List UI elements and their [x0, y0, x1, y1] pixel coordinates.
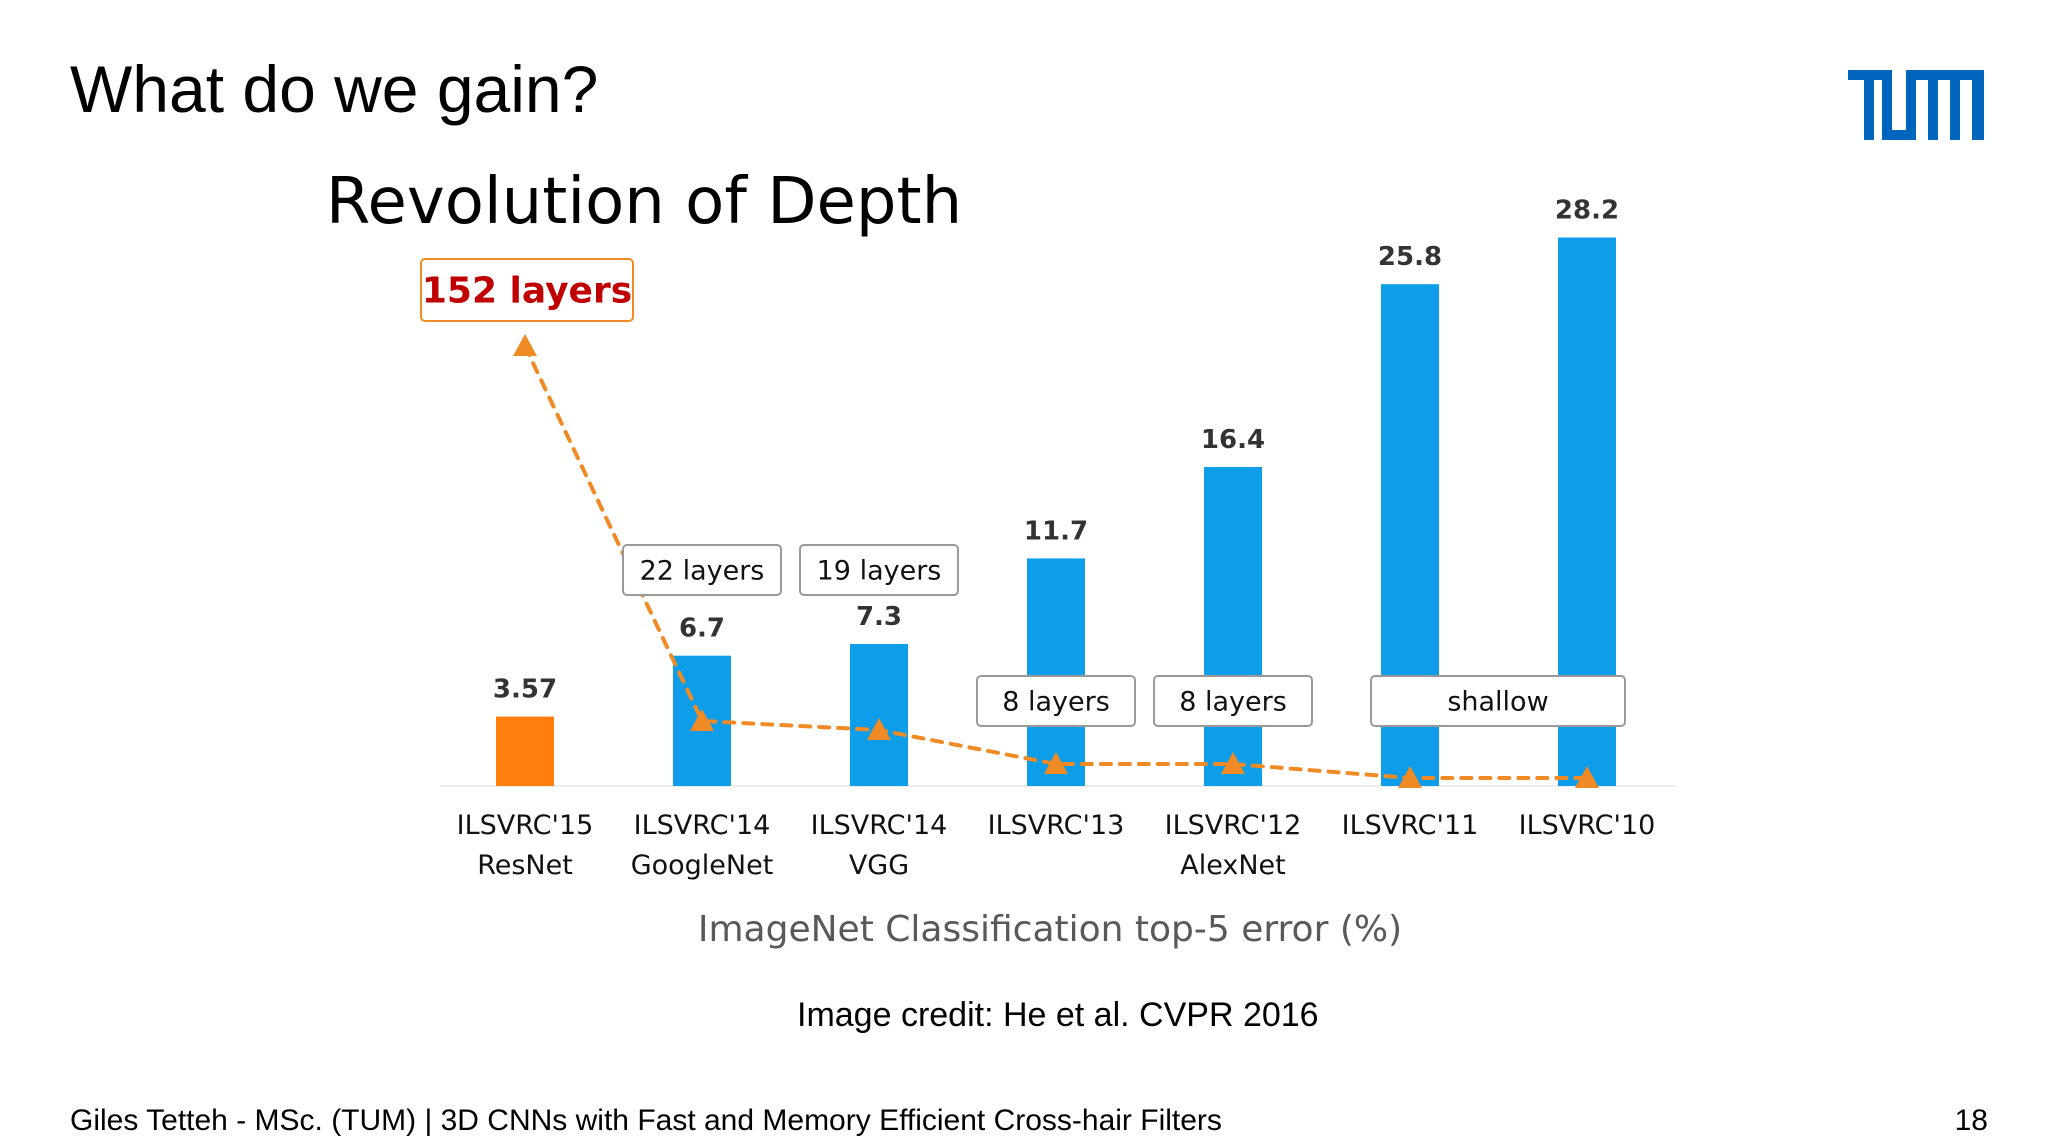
bar-2 — [850, 644, 908, 786]
bar-value-label-3: 11.7 — [1024, 516, 1088, 546]
depth-label-2: 19 layers — [817, 555, 942, 586]
x-tick-label-2-0: ILSVRC'14 — [811, 810, 948, 841]
tum-logo — [1848, 70, 1984, 140]
x-tick-label-6-0: ILSVRC'10 — [1519, 810, 1656, 841]
x-tick-label-4-0: ILSVRC'12 — [1165, 810, 1302, 841]
x-axis-label: ImageNet Classification top-5 error (%) — [698, 909, 1402, 950]
x-tick-label-0-1: ResNet — [477, 850, 573, 881]
footer-text: Giles Tetteh - MSc. (TUM) | 3D CNNs with… — [70, 1104, 1222, 1137]
bar-value-label-2: 7.3 — [856, 602, 902, 632]
depth-label-box-1 — [622, 544, 782, 596]
bar-value-label-0: 3.57 — [493, 675, 557, 705]
x-tick-label-1-0: ILSVRC'14 — [634, 810, 771, 841]
bar-3 — [1027, 558, 1085, 786]
depth-label-box-5 — [1370, 675, 1626, 727]
x-tick-label-5-0: ILSVRC'11 — [1342, 810, 1479, 841]
depth-label-box-0 — [420, 258, 634, 322]
bar-value-label-1: 6.7 — [679, 614, 725, 644]
slide-title: What do we gain? — [70, 52, 599, 126]
image-credit: Image credit: He et al. CVPR 2016 — [797, 996, 1319, 1034]
bar-value-label-5: 25.8 — [1378, 242, 1442, 272]
depth-marker-1 — [690, 709, 714, 731]
depth-label-5: shallow — [1447, 686, 1548, 717]
depth-marker-5 — [1398, 766, 1422, 788]
depth-label-3: 8 layers — [1002, 686, 1110, 717]
bar-value-label-4: 16.4 — [1201, 425, 1265, 455]
x-tick-label-1-1: GoogleNet — [631, 850, 774, 881]
depth-marker-0 — [513, 334, 537, 356]
bar-0 — [496, 716, 554, 786]
x-tick-label-4-1: AlexNet — [1180, 850, 1285, 881]
depth-label-box-4 — [1153, 675, 1313, 727]
bar-value-label-6: 28.2 — [1555, 196, 1619, 226]
bar-4 — [1204, 467, 1262, 786]
depth-label-4: 8 layers — [1179, 686, 1287, 717]
depth-label-1: 22 layers — [640, 555, 765, 586]
x-tick-label-2-1: VGG — [849, 850, 909, 881]
depth-marker-3 — [1044, 752, 1068, 774]
x-tick-label-3-0: ILSVRC'13 — [988, 810, 1125, 841]
depth-label-box-2 — [799, 544, 959, 596]
depth-label-box-3 — [976, 675, 1136, 727]
depth-label-0: 152 layers — [422, 271, 632, 312]
depth-marker-2 — [867, 718, 891, 740]
depth-marker-4 — [1221, 752, 1245, 774]
page-number: 18 — [1954, 1104, 1988, 1137]
depth-marker-6 — [1575, 766, 1599, 788]
x-tick-label-0-0: ILSVRC'15 — [457, 810, 594, 841]
chart-title: Revolution of Depth — [326, 165, 962, 239]
